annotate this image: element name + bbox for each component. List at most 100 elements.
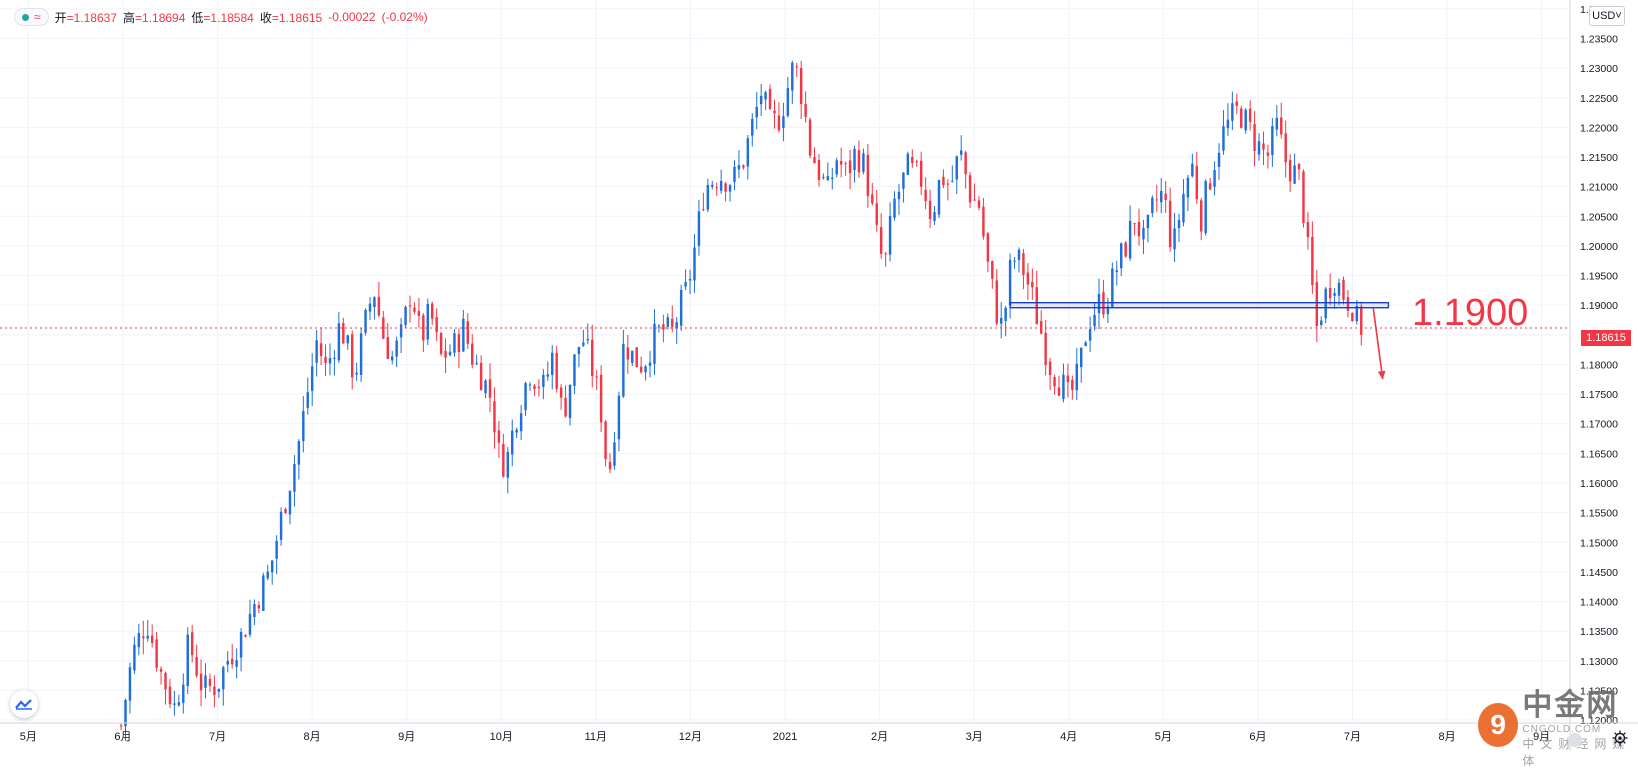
candle-down [986,231,990,273]
candle-down [1360,301,1363,346]
candle-down [964,150,967,189]
wave-icon: ≈ [34,10,41,24]
candle-up [1008,253,1012,319]
candle-down [431,301,434,326]
candle-up [1355,299,1359,325]
candle-up [346,334,349,350]
time-tick-label: 5月 [20,731,37,743]
candle-up [186,627,189,695]
low-readout: 低=1.18584 [191,9,253,26]
candle-down [1306,211,1310,250]
candle-down [555,345,558,393]
candle-down [946,179,950,201]
candle-down [1288,154,1292,192]
candle-up [1120,242,1123,276]
candle-up [728,183,732,202]
candle-up [368,297,372,321]
candle-down [1133,222,1136,236]
candle-down [533,384,536,396]
candle-down [911,149,914,168]
close-value: =1.18615 [271,10,323,25]
candle-up [333,350,336,376]
time-tick-label: 8月 [304,731,321,743]
candle-down [559,384,563,410]
price-tick-label: 1.14000 [1580,597,1618,609]
high-value: =1.18694 [135,10,186,25]
candle-up [506,446,510,494]
price-axis: 1.12000 1.12500 1.13000 1.13500 1.14000 1.145… [1569,0,1618,751]
candle-down [973,183,976,201]
candle-up [711,180,714,190]
candle-down [1026,263,1030,301]
candle-up [1111,262,1114,309]
candle-up [177,694,181,707]
price-tick-label: 1.14500 [1580,567,1618,579]
time-tick-label: 9月 [398,731,415,743]
candle-down [537,379,541,397]
gear-icon[interactable] [1612,730,1628,746]
candle-up [297,439,301,480]
candle-down [1328,273,1332,306]
candle-down [839,147,843,178]
candle-down [1044,320,1047,376]
ohlc-legend: ≈ 开=1.18637 高=1.18694 低=1.18584 收=1.1861… [14,8,428,26]
candle-down [190,624,194,663]
tradingview-logo-icon[interactable] [10,690,38,718]
scroll-back-button[interactable] [1568,733,1582,747]
candle-up [951,165,954,183]
candle-up [568,384,572,426]
candle-down [319,327,323,366]
candle-down [879,213,883,259]
candle-up [293,455,296,507]
candle-down [466,313,470,349]
candle-up [1160,178,1163,214]
candle-up [693,234,696,293]
candle-up [395,336,398,368]
candle-down [1235,93,1239,115]
price-tick-label: 1.21000 [1580,182,1618,194]
candle-down [919,151,923,195]
candle-up [146,620,149,642]
candle-up [359,327,363,382]
price-tick-label: 1.18000 [1580,359,1618,371]
candle-up [1173,212,1176,262]
candle-down [1137,208,1141,246]
price-tick-label: 1.21500 [1580,152,1618,164]
candle-up [657,323,661,333]
candle-up [373,296,376,320]
candle-up [582,329,585,347]
candle-up [173,690,176,716]
candle-down [924,177,927,210]
candle-down [1071,375,1074,400]
candle-up [235,648,238,679]
symbol-pill[interactable]: ≈ [14,8,49,26]
level-annotation-text: 1.1900 [1412,292,1529,334]
candle-down [1164,180,1167,213]
candle-up [484,379,487,399]
candle-down [813,147,816,164]
candle-up [573,354,576,395]
candle-up [262,572,265,612]
candle-up [390,350,394,365]
price-chart-svg[interactable]: 1.12000 1.12500 1.13000 1.13500 1.14000 1.145… [0,0,1638,751]
down-arrow-line[interactable] [1372,308,1384,380]
candle-up [124,698,127,741]
last-price-tag: 1.18615 [1581,330,1631,346]
candle-down [417,297,421,328]
price-tick-label: 1.16500 [1580,448,1618,460]
high-label: 高 [123,10,136,25]
candle-up [1271,118,1274,167]
candle-down [1039,310,1043,335]
open-label: 开 [54,10,67,25]
candle-down [497,420,501,458]
candle-down [1262,131,1265,166]
time-tick-label: 4月 [1060,731,1077,743]
level-zone-box[interactable] [1009,302,1390,309]
candle-up [1222,110,1225,155]
candle-down [155,632,158,672]
candle-up [577,346,581,368]
currency-select[interactable]: USD ˅ [1589,6,1625,26]
candle-up [1186,174,1190,212]
price-tick-label: 1.19000 [1580,300,1618,312]
